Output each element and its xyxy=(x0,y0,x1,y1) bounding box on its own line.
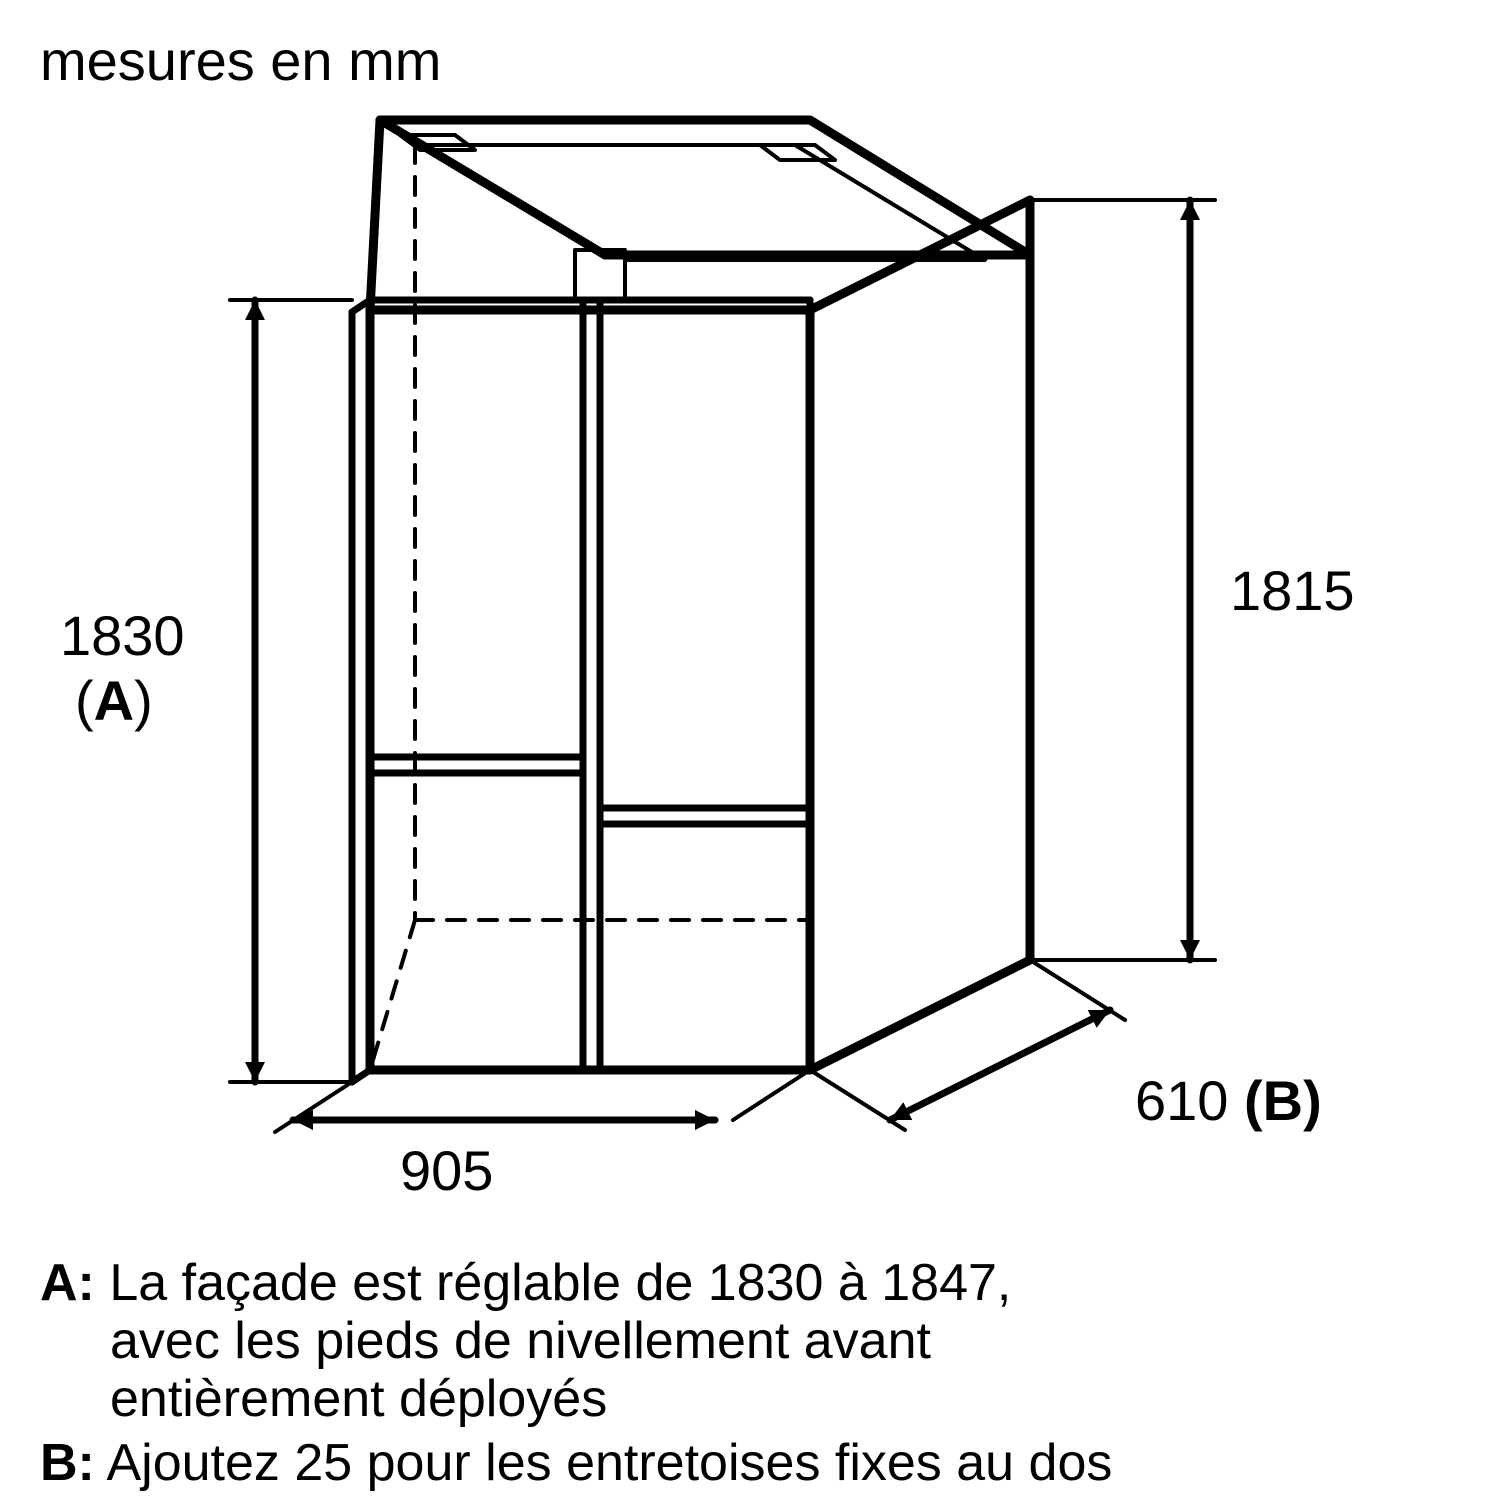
note-A-l1: La façade est réglable de 1830 à 1847, xyxy=(109,1254,1011,1312)
label-depth-ref: (B) xyxy=(1244,1069,1322,1132)
dim-depth xyxy=(890,1010,1110,1120)
note-A: A: La façade est réglable de 1830 à 1847… xyxy=(40,1254,1011,1312)
note-B-prefix: B: xyxy=(40,1434,95,1492)
note-A-prefix: A: xyxy=(40,1254,95,1312)
ext-width-left xyxy=(275,1082,352,1132)
label-width: 905 xyxy=(400,1139,493,1202)
label-depth: 610 (B) xyxy=(1135,1069,1322,1132)
note-B: B: Ajoutez 25 pour les entretoises fixes… xyxy=(40,1434,1112,1492)
diagram-title: mesures en mm xyxy=(40,29,441,92)
note-A-l2: avec les pieds de nivellement avant xyxy=(110,1312,931,1370)
top-rim xyxy=(380,120,1030,255)
note-B-l1: Ajoutez 25 pour les entretoises fixes au… xyxy=(106,1434,1112,1492)
label-depth-value: 610 xyxy=(1135,1069,1228,1132)
hidden-bottom-left xyxy=(370,920,415,1070)
ext-width-right xyxy=(733,1070,810,1120)
side-panel xyxy=(810,200,1030,1070)
left-top-to-front xyxy=(370,120,380,310)
note-A-l3: entièrement déployés xyxy=(110,1370,607,1428)
front-outline xyxy=(370,310,810,1070)
top-inner-rim xyxy=(415,145,985,260)
dimension-diagram: mesures en mm 1830 (A) xyxy=(0,0,1500,1500)
label-height-side: 1815 xyxy=(1230,559,1355,622)
label-height-front: 1830 xyxy=(60,604,185,667)
label-height-front-ref: (A) xyxy=(75,669,153,732)
